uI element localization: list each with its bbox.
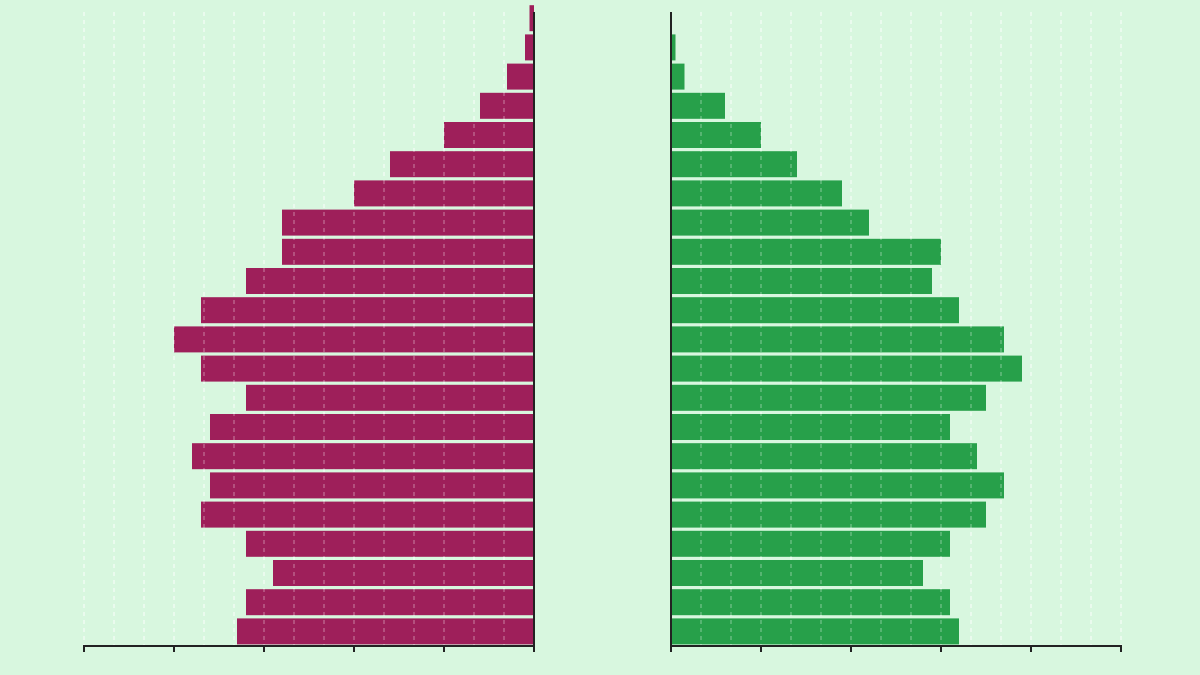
left-bar-11 <box>201 297 534 324</box>
left-bar-1 <box>246 589 534 616</box>
right-bar-8 <box>671 384 986 411</box>
left-bar-6 <box>192 443 534 470</box>
left-bar-20 <box>525 34 534 61</box>
left-bar-16 <box>390 151 534 178</box>
right-bar-7 <box>671 414 950 440</box>
right-bar-15 <box>671 180 842 207</box>
left-bar-21 <box>529 5 534 32</box>
left-bar-9 <box>201 355 534 382</box>
left-bar-5 <box>210 472 534 499</box>
right-bar-2 <box>671 560 923 586</box>
left-bar-4 <box>201 501 534 528</box>
right-bar-0 <box>671 618 959 645</box>
left-bar-19 <box>507 63 534 90</box>
left-bar-18 <box>480 92 534 119</box>
right-bar-19 <box>671 63 685 90</box>
right-bar-1 <box>671 589 950 616</box>
right-bar-9 <box>671 355 1022 382</box>
right-bar-12 <box>671 268 932 294</box>
right-bar-3 <box>671 530 950 557</box>
right-bar-13 <box>671 238 941 265</box>
left-bar-14 <box>282 209 534 236</box>
left-bar-3 <box>246 530 534 557</box>
right-bar-4 <box>671 501 986 528</box>
left-bar-17 <box>444 122 534 148</box>
right-bar-17 <box>671 122 761 148</box>
right-bar-11 <box>671 297 959 324</box>
right-bar-20 <box>671 34 676 61</box>
right-bar-14 <box>671 209 869 236</box>
right-bar-5 <box>671 472 1004 499</box>
left-bar-8 <box>246 384 534 411</box>
left-bar-7 <box>210 414 534 440</box>
left-bar-12 <box>246 268 534 294</box>
left-bar-13 <box>282 238 534 265</box>
left-bar-15 <box>354 180 534 207</box>
right-bar-18 <box>671 92 725 119</box>
left-bar-2 <box>273 560 534 586</box>
right-bar-10 <box>671 326 1004 353</box>
right-bar-16 <box>671 151 797 178</box>
right-bar-6 <box>671 443 977 470</box>
left-bar-0 <box>237 618 534 645</box>
